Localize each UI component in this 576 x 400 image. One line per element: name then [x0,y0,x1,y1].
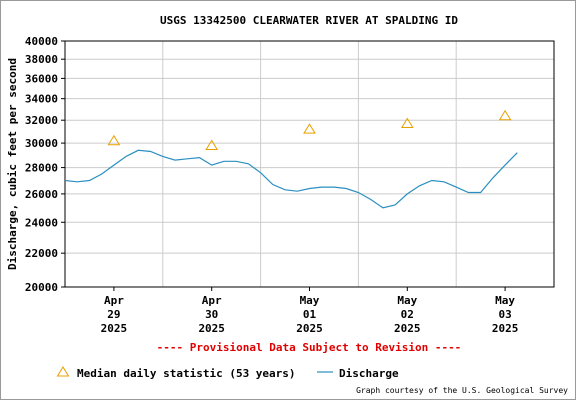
median-marker [303,123,316,134]
y-tick-label: 38000 [25,53,58,66]
y-tick-label: 40000 [25,35,58,48]
y-tick-label: 30000 [25,137,58,150]
y-tick-label: 20000 [25,281,58,294]
legend-label: Discharge [339,367,399,380]
discharge-line [64,149,518,209]
median-marker [205,139,219,150]
x-tick-label: 2025 [101,322,128,335]
y-tick-label: 34000 [25,93,58,106]
y-axis-label: Discharge, cubic feet per second [6,58,19,270]
legend-label: Median daily statistic (53 years) [77,367,296,380]
x-tick-label: 01 [303,308,317,321]
median-marker [400,117,414,129]
x-tick-label: 2025 [492,322,519,335]
x-tick-label: Apr [202,294,222,307]
x-tick-label: 2025 [296,322,323,335]
x-tick-label: May [300,294,320,307]
plot-border [64,40,555,288]
x-tick-label: 02 [401,308,414,321]
x-tick-label: Apr [104,294,124,307]
credit: Graph courtesy of the U.S. Geological Su… [356,386,568,395]
x-tick-label: 03 [498,308,511,321]
x-tick-label: 29 [107,308,120,321]
provisional-note: ---- Provisional Data Subject to Revisio… [157,341,462,354]
y-tick-label: 36000 [25,72,58,85]
x-tick-label: 2025 [394,322,421,335]
legend-swatch [56,366,70,377]
y-tick-label: 24000 [25,216,58,229]
x-tick-label: 2025 [198,322,225,335]
y-tick-label: 32000 [25,114,58,127]
median-marker [498,109,512,121]
x-tick-label: 30 [205,308,218,321]
x-tick-label: May [495,294,515,307]
chart-title: USGS 13342500 CLEARWATER RIVER AT SPALDI… [160,14,458,27]
median-marker [107,134,121,146]
y-tick-label: 26000 [25,188,58,201]
x-tick-label: May [397,294,417,307]
y-tick-label: 22000 [25,247,58,260]
y-tick-label: 28000 [25,162,58,175]
